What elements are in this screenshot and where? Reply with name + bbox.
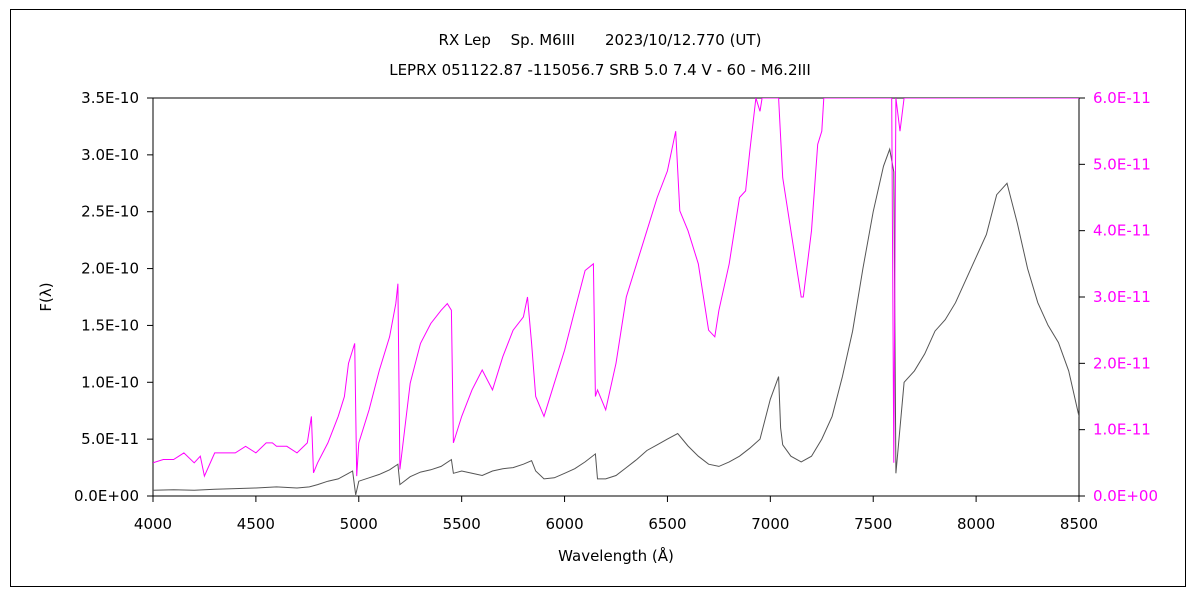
chart-subtitle: LEPRX 051122.87 -115056.7 SRB 5.0 7.4 V … [389,61,811,79]
y-axis-right: 0.0E+00 1.0E-11 2.0E-11 3.0E-11 4.0E-11 5.0E-… [1079,89,1158,505]
x-tick-label: 6000 [545,515,583,533]
y-left-tick-label: 1.5E-10 [81,316,139,334]
y-axis-label: F(λ) [37,282,55,311]
y-right-tick-label: 4.0E-11 [1093,222,1151,240]
x-axis: 4000 4500 5000 5500 6000 6500 7000 7500 8000 8500 [134,496,1098,533]
x-tick-label: 7500 [854,515,892,533]
x-tick-label: 5500 [443,515,481,533]
y-left-tick-label: 1.0E-10 [81,373,139,391]
y-right-tick-label: 0.0E+00 [1093,487,1158,505]
y-left-tick-label: 5.0E-11 [81,430,139,448]
y-axis-left: 0.0E+00 5.0E-11 1.0E-10 1.5E-10 2.0E-10 2.5E-… [74,89,153,505]
series-flux-left [153,147,1079,496]
chart-frame [10,9,1186,587]
y-left-tick-label: 3.0E-10 [81,146,139,164]
x-tick-label: 4500 [237,515,275,533]
x-tick-label: 8000 [957,515,995,533]
y-right-tick-label: 3.0E-11 [1093,288,1151,306]
x-axis-label: Wavelength (Å) [558,546,674,565]
y-left-tick-label: 2.0E-10 [81,260,139,278]
y-left-tick-label: 2.5E-10 [81,203,139,221]
y-right-tick-label: 1.0E-11 [1093,421,1151,439]
x-tick-label: 5000 [340,515,378,533]
y-right-tick-label: 2.0E-11 [1093,354,1151,372]
y-left-tick-label: 3.5E-10 [81,89,139,107]
y-right-tick-label: 6.0E-11 [1093,89,1151,107]
y-right-tick-label: 5.0E-11 [1093,155,1151,173]
x-tick-label: 6500 [648,515,686,533]
plot-area [152,97,1080,497]
x-tick-label: 4000 [134,515,172,533]
x-tick-label: 7000 [751,515,789,533]
chart-title: RX Lep Sp. M6III 2023/10/12.770 (UT) [439,31,762,49]
y-left-tick-label: 0.0E+00 [74,487,139,505]
x-tick-label: 8500 [1060,515,1098,533]
series-flux-right [153,98,1079,478]
